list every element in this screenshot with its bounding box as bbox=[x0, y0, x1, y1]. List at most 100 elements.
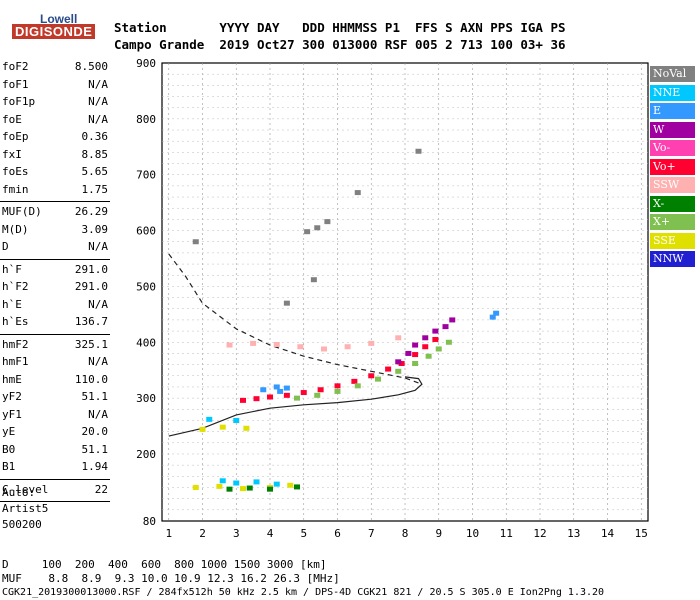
param-value: 8.500 bbox=[74, 60, 108, 73]
echo-point-ssw bbox=[321, 346, 327, 352]
echo-point-vo- bbox=[267, 394, 273, 400]
echo-point-vo- bbox=[432, 336, 439, 342]
y-tick-label: 800 bbox=[136, 113, 156, 126]
param-value: N/A bbox=[88, 407, 108, 421]
param-separator bbox=[0, 258, 110, 260]
param-value: N/A bbox=[88, 297, 108, 311]
legend-sse: SSE bbox=[650, 232, 695, 249]
y-tick-label: 300 bbox=[136, 392, 156, 405]
echo-point-sse bbox=[219, 424, 226, 430]
param-value: 22 bbox=[94, 482, 108, 496]
autoscaling-method: Artist5 bbox=[2, 502, 49, 515]
legend-noval: NoVal bbox=[650, 66, 695, 82]
param-label: fxI bbox=[2, 147, 22, 161]
echo-point-noval bbox=[354, 190, 361, 196]
x-tick-label: 9 bbox=[435, 527, 442, 540]
x-tick-label: 14 bbox=[601, 527, 615, 540]
legend-nnw: NNW bbox=[650, 251, 695, 267]
header-labels: Station YYYY DAY DDD HHMMSS P1 FFS S AXN… bbox=[114, 20, 566, 35]
plot-frame bbox=[161, 62, 649, 522]
lowell-logo-text: Lowell bbox=[40, 12, 78, 26]
echo-point-noval bbox=[324, 219, 331, 225]
echo-point-x- bbox=[294, 484, 300, 490]
echo-point-x- bbox=[294, 395, 300, 401]
param-value: 3.09 bbox=[81, 222, 109, 236]
echo-point-x- bbox=[412, 360, 419, 366]
param-value: 26.29 bbox=[74, 205, 108, 218]
param-label: foEp bbox=[2, 130, 29, 143]
param-value: N/A bbox=[88, 112, 108, 126]
echo-point-noval bbox=[283, 300, 290, 306]
echo-point-sse bbox=[243, 425, 250, 431]
echo-point-x- bbox=[354, 383, 361, 389]
echo-point-ssw bbox=[273, 342, 280, 348]
y-tick-label: 600 bbox=[136, 225, 156, 238]
param-value: N/A bbox=[88, 95, 108, 108]
echo-point-x- bbox=[395, 368, 402, 374]
param-value: 136.7 bbox=[74, 315, 108, 328]
echo-point-w bbox=[449, 317, 456, 323]
echo-point-nne bbox=[253, 479, 260, 485]
echo-point-nne bbox=[273, 481, 280, 487]
x-tick-label: 8 bbox=[402, 527, 409, 540]
legend-e: E bbox=[650, 103, 695, 119]
echo-point-noval bbox=[314, 225, 321, 231]
echo-point-sse bbox=[199, 426, 206, 432]
param-label: hmF2 bbox=[2, 337, 29, 351]
param-value: 1.94 bbox=[81, 460, 109, 473]
param-label: h`Es bbox=[2, 315, 29, 328]
y-tick-label: 80 bbox=[143, 515, 156, 528]
digisonde-logo: DIGISONDE bbox=[12, 24, 96, 39]
param-value: 5.65 bbox=[81, 165, 109, 178]
y-tick-label: 900 bbox=[136, 57, 156, 70]
param-label: B0 bbox=[2, 442, 16, 456]
param-value: 51.1 bbox=[81, 390, 109, 403]
legend-x-: X- bbox=[650, 195, 695, 212]
param-label: MUF(D) bbox=[2, 205, 42, 218]
legend-vo-: Vo- bbox=[650, 140, 695, 156]
echo-point-nne bbox=[206, 416, 213, 422]
x-tick-label: 5 bbox=[300, 527, 307, 540]
echo-point-ssw bbox=[297, 344, 304, 350]
legend-x-: X+ bbox=[650, 214, 695, 230]
echo-point-w bbox=[432, 328, 439, 334]
echo-point-noval bbox=[310, 277, 317, 283]
y-tick-label: 700 bbox=[136, 169, 156, 182]
echo-point-x- bbox=[334, 388, 341, 394]
param-value: N/A bbox=[88, 77, 108, 91]
echo-point-w bbox=[405, 350, 412, 356]
echo-point-w bbox=[422, 335, 429, 341]
echo-point-nne bbox=[233, 417, 240, 423]
echo-point-vo- bbox=[385, 366, 392, 372]
param-value: 291.0 bbox=[74, 262, 108, 276]
param-value: 8.85 bbox=[81, 147, 109, 161]
echo-point-x- bbox=[435, 346, 442, 352]
echo-point-e bbox=[493, 310, 500, 316]
legend-nne: NNE bbox=[650, 84, 695, 101]
echo-point-x- bbox=[375, 376, 381, 382]
x-tick-label: 2 bbox=[199, 527, 206, 540]
param-value: 20.0 bbox=[81, 425, 109, 438]
echo-point-vo- bbox=[240, 397, 246, 403]
echo-point-x- bbox=[445, 339, 452, 345]
param-value: 0.36 bbox=[81, 130, 109, 143]
header-values: Campo Grande 2019 Oct27 300 013000 RSF 0… bbox=[114, 37, 566, 52]
param-label: foE bbox=[2, 112, 22, 126]
echo-point-sse bbox=[240, 486, 246, 492]
param-value: N/A bbox=[88, 240, 108, 253]
param-value: N/A bbox=[88, 355, 108, 368]
param-value: 110.0 bbox=[74, 372, 108, 386]
echo-point-vo- bbox=[412, 352, 419, 358]
distance-row: D 100 200 400 600 800 1000 1500 3000 [km… bbox=[2, 558, 327, 571]
param-label: hmE bbox=[2, 372, 22, 386]
legend-ssw: SSW bbox=[650, 177, 695, 193]
x-tick-label: 6 bbox=[334, 527, 341, 540]
echo-point-x- bbox=[425, 353, 432, 359]
echo-point-e bbox=[273, 384, 280, 390]
density-profile-dashed bbox=[168, 253, 423, 385]
autoscaling-code: 500200 bbox=[2, 518, 42, 531]
param-label: h`E bbox=[2, 297, 22, 311]
param-label: yF1 bbox=[2, 407, 22, 421]
echo-point-w bbox=[442, 324, 449, 330]
echo-point-vo- bbox=[253, 396, 260, 402]
